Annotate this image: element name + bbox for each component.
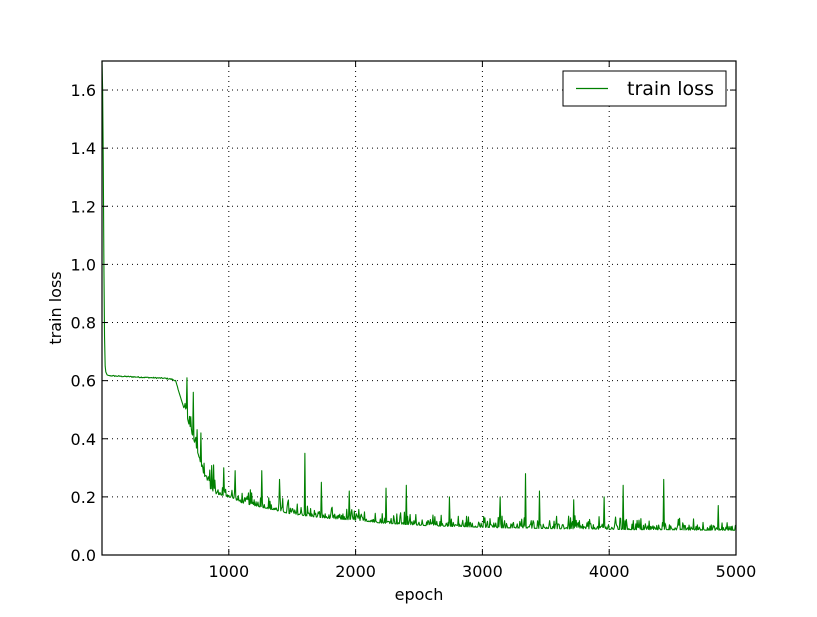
grid-lines xyxy=(102,61,736,555)
x-tick-label: 4000 xyxy=(589,562,630,581)
y-tick-label: 0.2 xyxy=(71,488,96,507)
y-tick-label: 0.6 xyxy=(71,372,96,391)
legend: train loss xyxy=(562,70,727,107)
series-line-train-loss xyxy=(101,60,737,531)
y-tick-label: 1.6 xyxy=(71,81,96,100)
x-tick-label: 3000 xyxy=(462,562,503,581)
y-tick-label: 1.2 xyxy=(71,197,96,216)
y-tick-label: 1.0 xyxy=(71,255,96,274)
y-tick-label: 0.8 xyxy=(71,314,96,333)
plot-frame xyxy=(101,60,737,556)
plot-background xyxy=(102,61,736,555)
x-tick-label: 1000 xyxy=(208,562,249,581)
series-layer xyxy=(101,60,737,531)
y-tick-labels: 0.0 0.2 0.4 0.6 0.8 1.0 1.2 1.4 1.6 xyxy=(71,81,96,565)
y-tick-label: 1.4 xyxy=(71,139,96,158)
y-tick-label: 0.0 xyxy=(71,546,96,565)
y-tick-label: 0.4 xyxy=(71,430,96,449)
y-axis-label: train loss xyxy=(46,271,65,344)
x-tick-label: 5000 xyxy=(716,562,757,581)
axis-ticks xyxy=(102,61,737,556)
legend-label-train-loss: train loss xyxy=(627,78,714,100)
x-axis-label: epoch xyxy=(395,585,444,604)
x-tick-labels: 1000 2000 3000 4000 5000 xyxy=(208,562,756,581)
x-tick-label: 2000 xyxy=(335,562,376,581)
